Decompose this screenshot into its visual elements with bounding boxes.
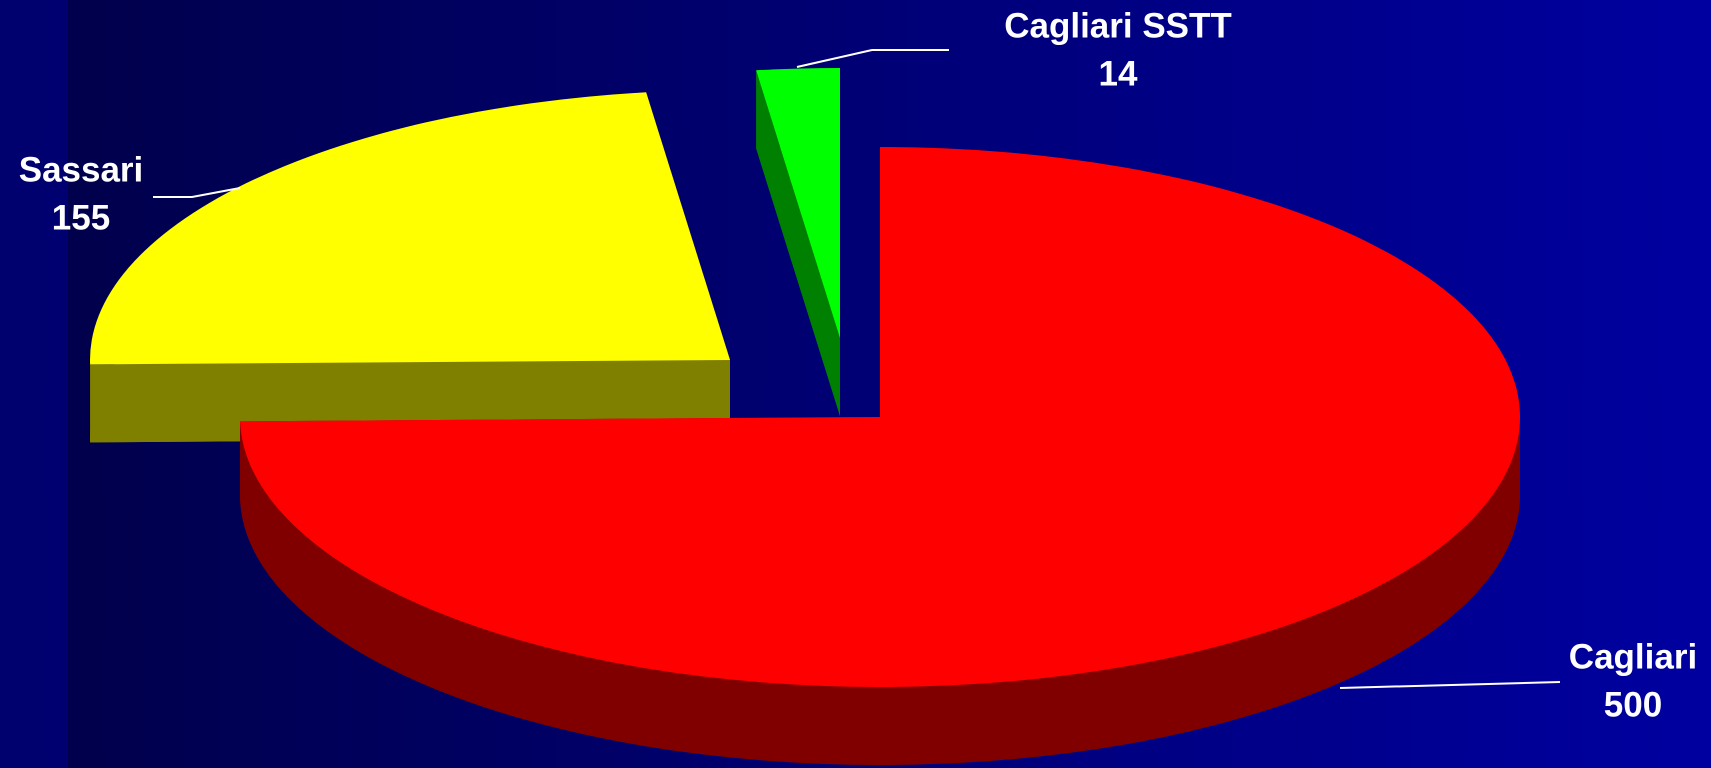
labels: Cagliari 500 Sassari 155 Cagliari SSTT 14: [19, 6, 1697, 724]
slice-value: 155: [52, 198, 110, 237]
slice: [90, 92, 731, 365]
slice: [756, 67, 840, 338]
slice-label: Sassari: [19, 150, 144, 189]
slice-label: Cagliari SSTT: [1004, 6, 1232, 45]
slice-value: 14: [1099, 54, 1138, 93]
leader-line: [153, 187, 241, 198]
leader-line: [796, 49, 949, 68]
side-strip: [0, 0, 68, 768]
slice-value: 500: [1604, 685, 1662, 724]
slice: [240, 147, 1521, 687]
slice-label: Cagliari: [1569, 637, 1697, 676]
pie: [90, 67, 1521, 766]
leader-line: [1339, 681, 1561, 689]
slice-side: [756, 70, 840, 417]
slice-side: [240, 417, 1521, 765]
